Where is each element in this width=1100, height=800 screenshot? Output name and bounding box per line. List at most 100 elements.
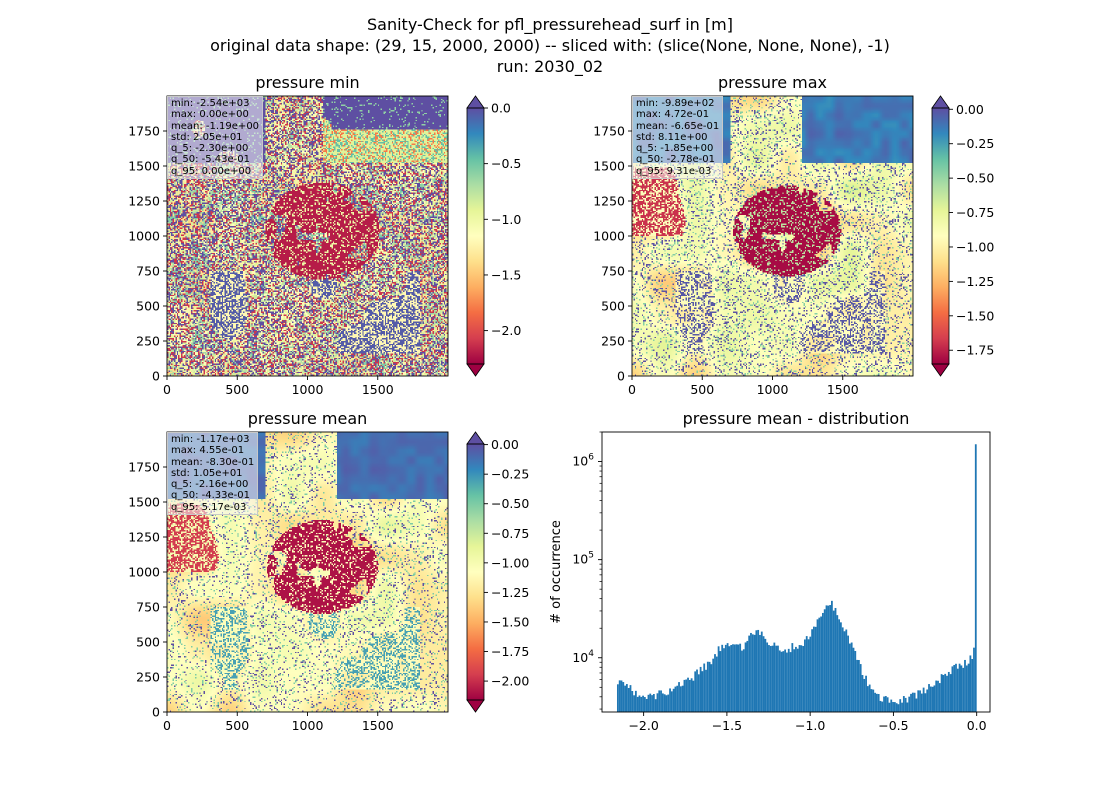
histogram-bar	[723, 648, 725, 712]
x-tick-label: 1000	[292, 382, 324, 397]
histogram-bar	[814, 626, 817, 712]
colorbar-tick-label: −1.50	[491, 614, 529, 629]
histogram-bar	[839, 622, 842, 712]
histogram-bar	[719, 651, 722, 712]
colorbar-tick-label: 0.0	[491, 101, 511, 116]
colorbar-tick-label: −0.25	[956, 136, 994, 151]
histogram-bar	[881, 701, 884, 712]
histogram-bar	[813, 626, 815, 712]
colorbar-tick-label: 0.00	[491, 437, 519, 452]
histogram-bar	[633, 695, 635, 712]
stats-line: max: 4.55e-01	[171, 445, 245, 457]
histogram-bar	[809, 636, 812, 712]
y-tick-label: 1000	[128, 229, 160, 244]
histogram-bar	[789, 652, 792, 712]
histogram-bar	[642, 695, 644, 712]
histogram-bar	[703, 663, 706, 712]
histogram-bar	[746, 640, 749, 712]
histogram-bar	[946, 675, 948, 712]
histogram-bar	[892, 701, 894, 712]
y-tick-label: 250	[136, 670, 160, 685]
histogram-bar	[678, 682, 680, 712]
histogram-bar	[647, 694, 650, 712]
histogram-bar	[768, 645, 770, 712]
histogram-bar	[706, 661, 709, 712]
y-tick-label: 500	[136, 299, 160, 314]
histogram-bar	[866, 686, 869, 712]
x-tick-label: 500	[225, 382, 249, 397]
colorbar-extend-top-1	[931, 95, 950, 109]
histogram-bar	[942, 675, 945, 712]
histogram-bar	[811, 629, 814, 712]
histogram-bar	[717, 646, 720, 712]
histogram-bar	[649, 693, 652, 712]
stats-line: mean: -8.30e-01	[171, 456, 255, 468]
colorbar-tick-label: −0.75	[491, 526, 529, 541]
histogram-bar	[750, 632, 752, 712]
histogram-bar	[915, 698, 918, 712]
y-tick-label: 750	[601, 264, 625, 279]
histogram-bar	[782, 651, 785, 712]
histogram-bar	[958, 663, 961, 712]
colorbar-tick-label: −1.75	[956, 343, 994, 358]
histogram-bar	[895, 703, 898, 712]
histogram-bar	[834, 607, 837, 712]
x-tick-label: −1.0	[795, 718, 825, 733]
y-tick-label: 1000	[128, 565, 160, 580]
colorbar-tick-label: −2.00	[491, 674, 529, 689]
y-tick-label: 1750	[128, 460, 160, 475]
histogram-bar	[841, 627, 844, 712]
histogram-bar	[625, 684, 628, 712]
histogram-bar	[960, 665, 963, 712]
y-tick-label: 500	[136, 635, 160, 650]
histogram-bar	[681, 685, 684, 712]
histogram-bar	[956, 668, 959, 712]
histogram-bar	[879, 700, 882, 712]
histogram-bar	[831, 600, 833, 712]
stats-line: min: -2.54e+03	[171, 98, 250, 109]
histogram-bar	[899, 699, 902, 712]
histogram-bar	[753, 634, 756, 712]
histogram-bar	[836, 615, 839, 712]
histogram-bar	[964, 659, 966, 712]
histogram-bar	[940, 674, 943, 712]
histogram-bar	[728, 646, 731, 712]
histogram-bar	[645, 698, 648, 712]
x-tick-label: 500	[690, 382, 714, 397]
histogram-bar	[777, 645, 779, 712]
stats-line: min: -9.89e+02	[636, 98, 715, 109]
y-tick-label: 250	[136, 334, 160, 349]
histogram-bar	[638, 695, 641, 712]
histogram-bar	[800, 645, 803, 712]
histogram-bar	[904, 697, 907, 712]
stats-line: std: 1.05e+01	[171, 467, 243, 479]
y-tick-label: 1750	[128, 124, 160, 139]
histogram-bar	[656, 693, 659, 712]
histogram-bar	[732, 644, 734, 712]
x-tick-label: 1000	[292, 718, 324, 733]
colorbar-extend-bottom-1	[931, 363, 950, 377]
histogram-bar	[629, 685, 632, 712]
x-tick-label: 1500	[362, 718, 394, 733]
histogram-bar	[856, 659, 858, 712]
stats-line: std: 2.05e+01	[171, 131, 243, 143]
histogram-bar	[674, 686, 677, 712]
histogram-bar	[651, 695, 653, 712]
x-tick-label: −0.5	[878, 718, 908, 733]
x-tick-label: 0	[163, 718, 171, 733]
histogram-bar	[926, 689, 929, 712]
histogram-bar	[967, 663, 970, 712]
colorbar-extend-bottom-0	[466, 363, 485, 377]
histogram-bar	[910, 693, 912, 712]
y-tick-label: 1000	[593, 229, 625, 244]
x-tick-label: 0	[163, 382, 171, 397]
histogram-bar	[669, 688, 671, 712]
histogram-bar	[859, 664, 862, 712]
histogram-bar	[870, 689, 873, 712]
histogram-bar	[773, 642, 776, 712]
histogram-bar	[726, 643, 729, 712]
histogram-bar	[721, 644, 724, 712]
histogram-bar	[823, 609, 826, 712]
histogram-bar	[769, 645, 772, 712]
